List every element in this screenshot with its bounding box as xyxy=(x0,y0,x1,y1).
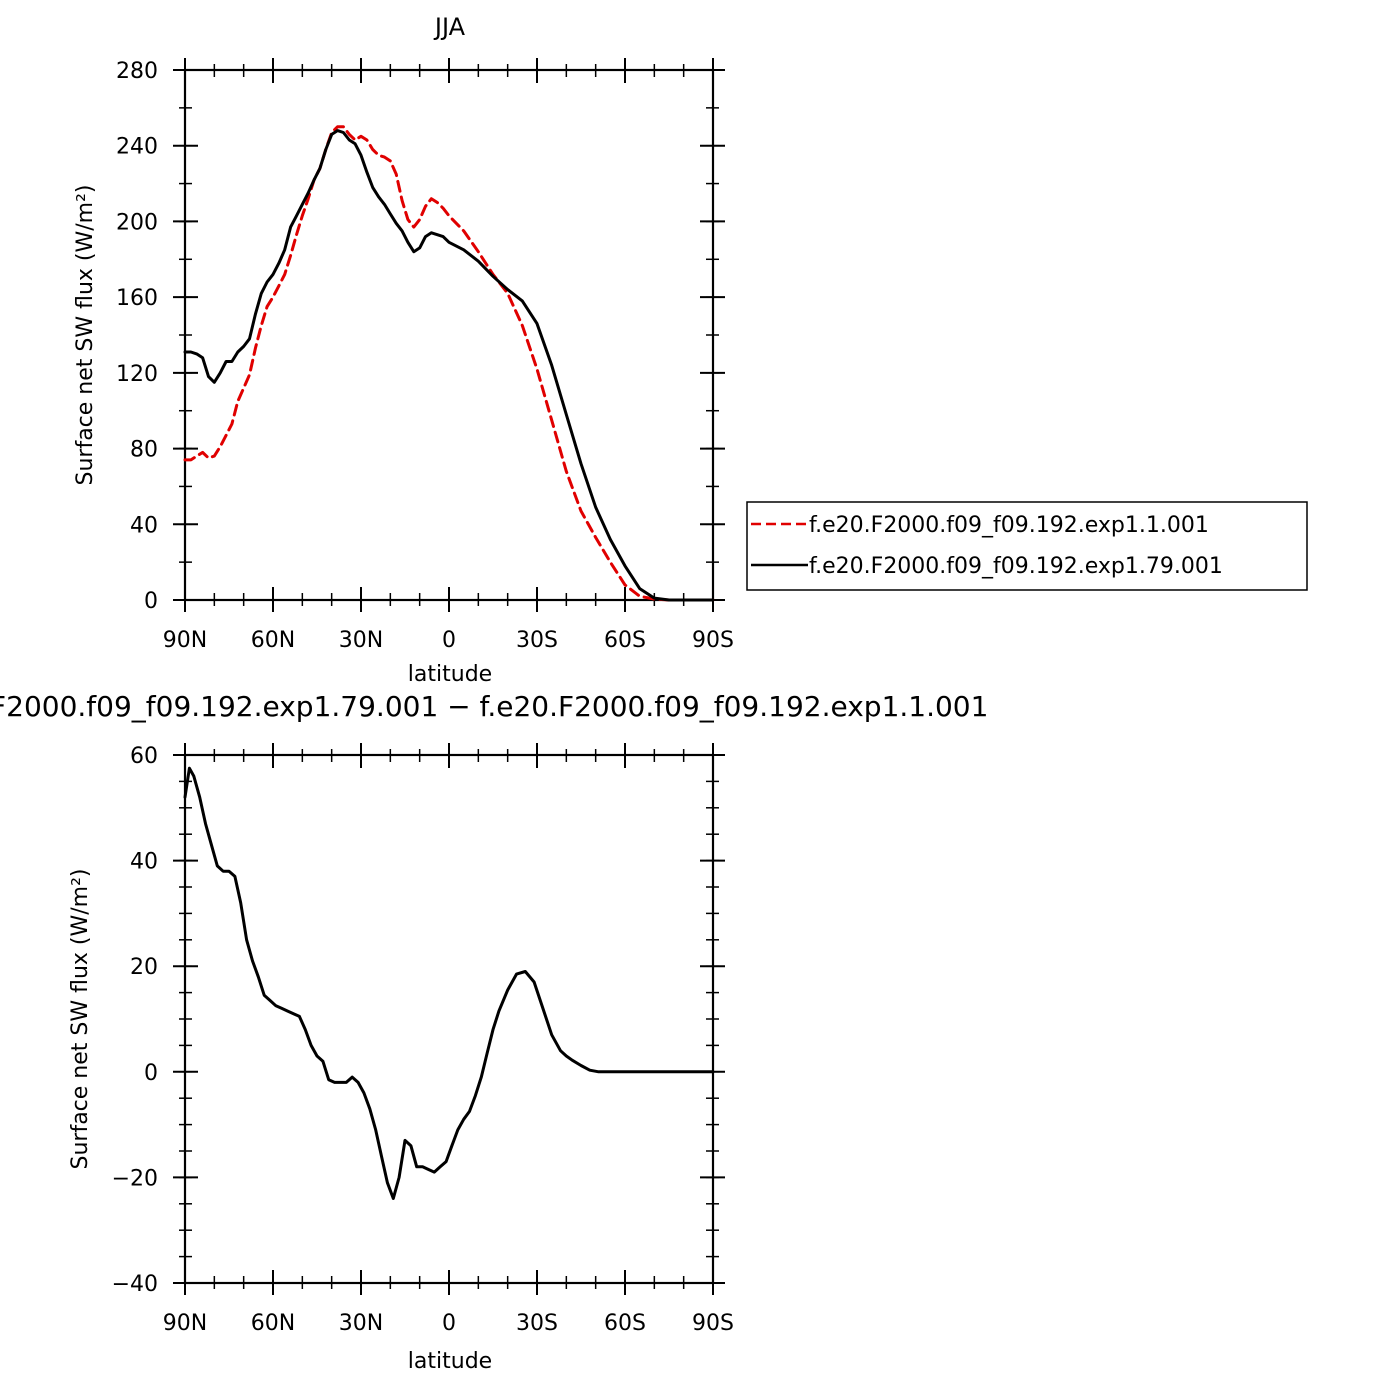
series-line-1 xyxy=(183,125,715,602)
x-tick-label: 60S xyxy=(604,628,646,653)
y-tick-label: 40 xyxy=(130,513,158,538)
x-tick-label: 0 xyxy=(442,1311,456,1336)
y-tick-label: 40 xyxy=(130,850,158,875)
bottom-panel: f.e20.F2000.f09_f09.192.exp1.79.001 − f.… xyxy=(0,690,988,1374)
x-tick-label: 60N xyxy=(251,1311,295,1336)
legend: f.e20.F2000.f09_f09.192.exp1.1.001 f.e20… xyxy=(746,501,1308,591)
x-tick-label: 90S xyxy=(692,1311,734,1336)
top-panel-ylabel: Surface net SW flux (W/m²) xyxy=(73,184,98,485)
top-panel-ticks xyxy=(173,58,725,612)
y-tick-label: 80 xyxy=(130,438,158,463)
x-tick-label: 0 xyxy=(442,628,456,653)
bottom-panel-series xyxy=(183,766,715,1200)
top-panel-series xyxy=(183,125,715,602)
y-tick-label: 0 xyxy=(144,1061,158,1086)
top-panel-x-tick-labels: 90N 60N 30N 0 30S 60S 90S xyxy=(163,628,734,653)
bottom-panel-x-tick-labels: 90N 60N 30N 0 30S 60S 90S xyxy=(163,1311,734,1336)
legend-label-series-1: f.e20.F2000.f09_f09.192.exp1.1.001 xyxy=(809,513,1209,538)
y-tick-label: 160 xyxy=(116,286,158,311)
top-panel-frame xyxy=(183,68,715,602)
legend-box xyxy=(746,501,1308,591)
top-panel-y-tick-labels: 0 40 80 120 160 200 240 280 xyxy=(116,59,158,614)
y-tick-label: 0 xyxy=(144,589,158,614)
y-tick-label: −20 xyxy=(112,1166,158,1191)
series-line-2 xyxy=(183,129,715,602)
x-tick-label: 60N xyxy=(251,628,295,653)
y-tick-label: 280 xyxy=(116,59,158,84)
x-tick-label: 30N xyxy=(339,628,383,653)
y-tick-label: 20 xyxy=(130,955,158,980)
series-line-1 xyxy=(183,766,715,1200)
x-tick-label: 90N xyxy=(163,628,207,653)
x-tick-label: 30S xyxy=(516,1311,558,1336)
y-tick-label: −40 xyxy=(112,1272,158,1297)
y-tick-label: 240 xyxy=(116,135,158,160)
y-tick-label: 60 xyxy=(130,744,158,769)
x-tick-label: 90N xyxy=(163,1311,207,1336)
y-tick-label: 120 xyxy=(116,362,158,387)
top-panel-title: JJA xyxy=(433,13,466,41)
bottom-panel-frame xyxy=(183,753,715,1285)
bottom-panel-title: f.e20.F2000.f09_f09.192.exp1.79.001 − f.… xyxy=(0,690,988,723)
x-tick-label: 90S xyxy=(692,628,734,653)
top-panel-xlabel: latitude xyxy=(408,662,492,687)
y-tick-label: 200 xyxy=(116,210,158,235)
x-tick-label: 30N xyxy=(339,1311,383,1336)
bottom-panel-ylabel: Surface net SW flux (W/m²) xyxy=(68,868,93,1169)
legend-label-series-2: f.e20.F2000.f09_f09.192.exp1.79.001 xyxy=(809,554,1223,579)
x-tick-label: 60S xyxy=(604,1311,646,1336)
bottom-panel-ticks xyxy=(173,743,725,1295)
bottom-panel-y-tick-labels: −40 −20 0 20 40 60 xyxy=(112,744,158,1297)
x-tick-label: 30S xyxy=(516,628,558,653)
top-panel: JJA 0 40 80 120 160 200 240 280 90N 60N 30N 0 30S 60… xyxy=(73,13,734,687)
bottom-panel-xlabel: latitude xyxy=(408,1349,492,1374)
